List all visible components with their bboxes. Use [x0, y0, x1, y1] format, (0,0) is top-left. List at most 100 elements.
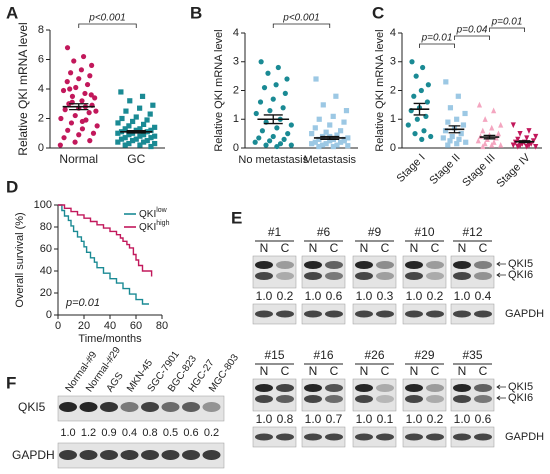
qki5-band: [255, 261, 273, 269]
blot-box: [352, 378, 397, 412]
data-dot: [447, 105, 454, 111]
ratio-label: 0.5: [163, 427, 178, 439]
y-axis-label: Relative QKI mRNA level: [16, 22, 30, 155]
y-tick-label: 80: [40, 221, 52, 233]
qki6-band: [355, 395, 373, 403]
qki6-band: [304, 395, 322, 403]
survival-curve: [58, 204, 149, 305]
data-dot: [413, 73, 419, 79]
qki5-band: [255, 384, 273, 392]
data-dot: [86, 110, 92, 116]
data-dot: [480, 143, 486, 150]
error-bar: [126, 129, 146, 134]
y-tick-label: 100: [34, 199, 52, 211]
data-dot: [129, 138, 136, 144]
y-tick-label: 60: [40, 243, 52, 255]
y-tick-label: 20: [40, 287, 52, 299]
significance-bracket: [419, 43, 455, 48]
qki5-band: [405, 261, 423, 269]
band-label: QKI5: [18, 400, 46, 414]
blot-box: [352, 426, 397, 448]
data-dot: [270, 96, 276, 102]
data-dot: [270, 133, 276, 140]
x-axis-label: Time/months: [78, 333, 142, 345]
data-dot: [122, 142, 128, 148]
gapdh-band: [59, 450, 77, 460]
p-value: p<0.001: [282, 13, 319, 24]
lane-label: MGC-803: [207, 352, 241, 394]
data-dot: [79, 118, 85, 125]
qki5-band: [474, 384, 492, 392]
error-bar: [413, 102, 426, 116]
sample-name: #9: [368, 225, 382, 239]
data-dot: [309, 131, 315, 137]
data-dot: [73, 84, 79, 91]
blot-box: [252, 426, 297, 448]
qki5-band: [120, 402, 139, 412]
gapdh-band: [453, 433, 471, 441]
sample-name: #15: [264, 348, 284, 362]
ratio-label: 0.8: [142, 427, 157, 439]
data-dot: [133, 136, 139, 142]
data-dot: [456, 136, 462, 142]
data-dot: [316, 136, 322, 142]
data-dot: [267, 108, 273, 114]
significance-bracket: [78, 23, 137, 28]
x-tick-label: Metastasis: [303, 154, 356, 166]
blot-box: [450, 378, 495, 412]
ratio-label: 1.0: [356, 289, 373, 303]
gapdh-band: [161, 450, 180, 460]
data-dot: [79, 98, 85, 104]
gapdh-band: [304, 433, 322, 441]
qki5-band: [325, 384, 343, 392]
data-dot: [261, 85, 268, 91]
y-tick-label: 2: [233, 84, 239, 96]
data-dot: [92, 95, 98, 101]
p-value: p=0.01: [421, 33, 453, 44]
data-dot: [428, 133, 434, 140]
lane-label: N: [360, 364, 369, 378]
y-tick-label: 6: [38, 53, 44, 65]
qki5-band: [376, 261, 394, 269]
blot-box: [252, 255, 297, 289]
ratio-label: 0.2: [204, 427, 219, 439]
data-dot: [449, 133, 455, 140]
data-dot: [152, 140, 158, 147]
qki5-band: [304, 384, 322, 392]
panel-label: B: [190, 3, 202, 22]
gapdh-band: [376, 310, 394, 318]
data-dot: [281, 136, 287, 142]
significance-bracket: [454, 35, 490, 40]
data-dot: [68, 70, 74, 76]
ratio-label: 0.2: [427, 412, 444, 426]
band-arrow: [496, 395, 506, 401]
data-dot: [313, 76, 319, 82]
data-dot: [445, 142, 451, 148]
data-dot: [71, 58, 77, 64]
ratio-label: 0.4: [475, 289, 492, 303]
data-dot: [257, 99, 264, 105]
legend-sup: high: [156, 220, 169, 227]
data-dot: [526, 142, 532, 149]
y-axis-label: Relative QKI mRNA level: [213, 29, 225, 151]
data-dot: [482, 116, 488, 122]
y-tick-label: 0: [233, 142, 239, 154]
data-dot: [345, 143, 351, 149]
gapdh-band: [474, 433, 492, 441]
ratio-label: 0.3: [377, 289, 394, 303]
qki6-band: [376, 272, 394, 280]
data-dot: [267, 138, 273, 144]
qki5-band: [141, 402, 159, 412]
qki5-band: [355, 261, 373, 269]
qki5-band: [405, 384, 423, 392]
lane-label: C: [281, 241, 290, 255]
blot-box: [352, 255, 397, 289]
data-dot: [421, 128, 427, 134]
y-tick-label: 3: [390, 56, 396, 68]
qki5-band: [426, 384, 444, 392]
data-dot: [498, 142, 504, 148]
y-axis-label: Relative QKI mRNA level: [374, 29, 386, 151]
data-dot: [411, 93, 417, 99]
y-tick-label: 2: [390, 84, 396, 96]
lane-label: N: [458, 241, 467, 255]
